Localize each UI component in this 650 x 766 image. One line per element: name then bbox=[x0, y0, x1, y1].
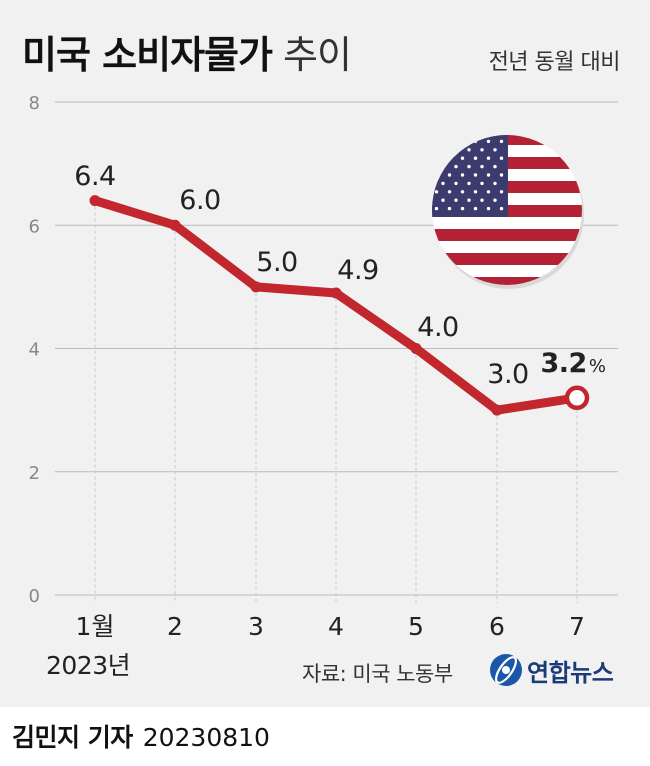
title-main: 미국 소비자물가 bbox=[22, 33, 273, 77]
data-point bbox=[491, 404, 503, 416]
y-tick-label: 4 bbox=[29, 340, 40, 361]
title-suffix: 추이 bbox=[271, 33, 352, 77]
yonhap-logo-icon bbox=[490, 654, 522, 686]
y-tick-label: 8 bbox=[29, 93, 40, 114]
chart-panel bbox=[0, 0, 650, 707]
data-label: 4.0 bbox=[417, 312, 458, 343]
data-label: 3.2% bbox=[541, 348, 606, 379]
data-point bbox=[330, 287, 342, 299]
data-point-highlight bbox=[564, 385, 590, 411]
us-flag-icon bbox=[432, 135, 584, 289]
publish-date: 20230810 bbox=[142, 723, 270, 752]
data-label: 6.4 bbox=[74, 161, 115, 192]
line-chart: 0 2 4 6 8 1월 2 3 4 5 6 7 6.4 6.0 5.0 4.9 4.0 3.0 3.2% bbox=[29, 93, 618, 641]
x-tick-label: 3 bbox=[248, 612, 264, 641]
data-label: 6.0 bbox=[179, 185, 220, 216]
x-tick-label: 5 bbox=[408, 612, 424, 641]
x-tick-label: 1월 bbox=[76, 612, 115, 641]
data-label: 4.9 bbox=[337, 255, 378, 286]
agency-name: 연합뉴스 bbox=[527, 658, 614, 687]
chart-subtitle: 전년 동월 대비 bbox=[488, 50, 621, 75]
y-tick-label: 0 bbox=[29, 586, 40, 607]
data-label: 3.0 bbox=[487, 359, 528, 390]
x-tick-label: 2 bbox=[167, 612, 183, 641]
x-axis-year-label: 2023년 bbox=[46, 651, 131, 680]
chart-title: 미국 소비자물가 추이 bbox=[22, 24, 352, 79]
y-tick-label: 6 bbox=[29, 216, 40, 237]
data-point bbox=[89, 195, 101, 207]
agency-logo: 연합뉴스 bbox=[489, 650, 614, 690]
data-point bbox=[250, 281, 262, 293]
x-tick-label: 6 bbox=[489, 612, 505, 641]
data-point bbox=[410, 343, 422, 354]
y-tick-label: 2 bbox=[29, 463, 40, 484]
x-tick-label: 7 bbox=[569, 612, 585, 641]
data-point bbox=[169, 219, 181, 231]
data-label: 5.0 bbox=[256, 247, 297, 278]
x-tick-label: 4 bbox=[328, 612, 344, 641]
reporter-name: 김민지 기자 bbox=[12, 723, 133, 752]
source-text: 자료: 미국 노동부 bbox=[302, 662, 453, 686]
byline: 김민지 기자 20230810 bbox=[12, 718, 270, 754]
